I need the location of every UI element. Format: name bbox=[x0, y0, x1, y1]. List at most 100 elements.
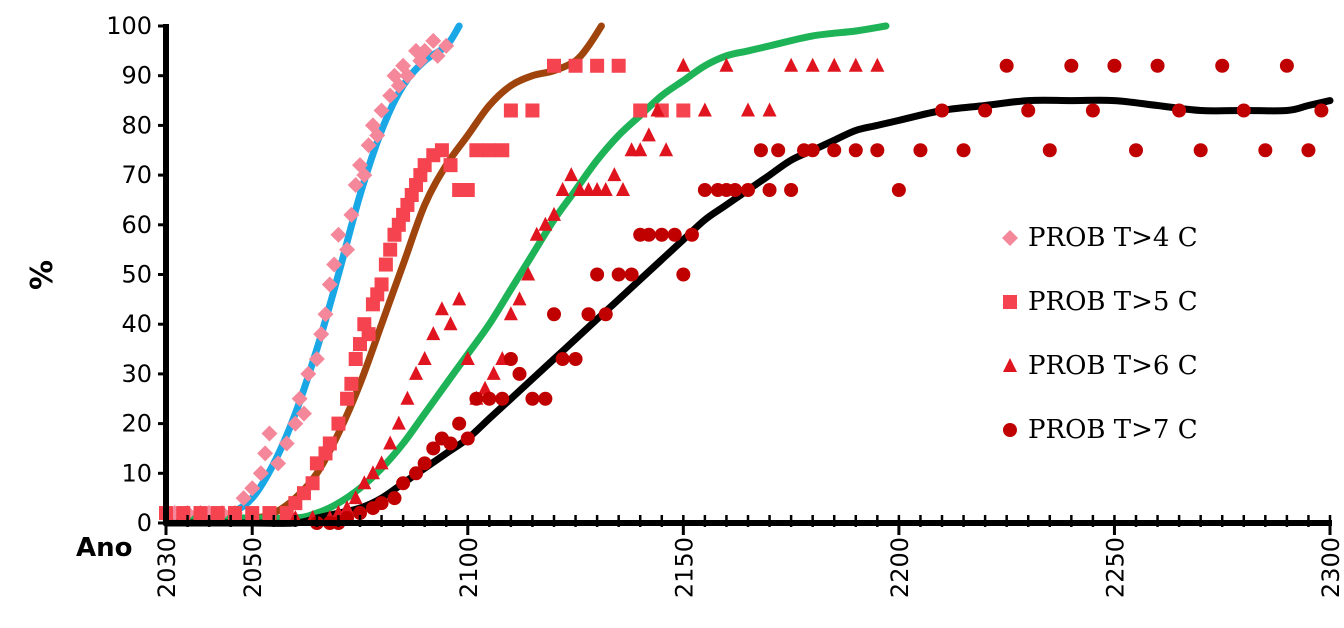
data-point bbox=[331, 416, 346, 431]
data-point bbox=[512, 291, 527, 306]
data-point bbox=[482, 143, 497, 158]
data-point bbox=[417, 350, 432, 365]
data-point bbox=[369, 127, 386, 144]
data-point bbox=[633, 142, 648, 157]
legend-label: PROB T>5 C bbox=[1028, 287, 1198, 317]
data-point bbox=[340, 391, 355, 406]
data-point bbox=[374, 496, 389, 511]
data-point bbox=[978, 103, 993, 118]
data-point bbox=[659, 142, 674, 157]
data-point bbox=[469, 391, 484, 406]
data-point bbox=[607, 167, 622, 182]
data-point bbox=[391, 415, 406, 430]
y-axis-label: % bbox=[25, 260, 60, 290]
data-point bbox=[650, 102, 665, 117]
data-point bbox=[581, 307, 596, 322]
data-point bbox=[956, 143, 971, 158]
data-point bbox=[1064, 58, 1079, 73]
y-tick-label: 50 bbox=[121, 261, 152, 289]
series-1 bbox=[166, 32, 455, 522]
data-point bbox=[1085, 103, 1100, 118]
data-point bbox=[348, 490, 363, 505]
data-point bbox=[495, 391, 510, 406]
data-point bbox=[383, 435, 398, 450]
legend-marker bbox=[1003, 358, 1017, 372]
y-tick-label: 0 bbox=[137, 509, 152, 537]
x-tick-label: 2200 bbox=[886, 537, 914, 598]
data-point bbox=[321, 276, 338, 293]
data-point bbox=[326, 256, 343, 273]
data-point bbox=[805, 57, 820, 72]
data-point bbox=[611, 267, 626, 282]
data-point bbox=[590, 267, 605, 282]
data-point bbox=[257, 445, 274, 462]
data-point bbox=[1236, 103, 1251, 118]
data-point bbox=[322, 436, 337, 451]
data-point bbox=[762, 102, 777, 117]
data-point bbox=[252, 465, 269, 482]
data-point bbox=[443, 316, 458, 331]
data-point bbox=[1150, 58, 1165, 73]
legend-label: PROB T>4 C bbox=[1028, 223, 1198, 253]
data-point bbox=[396, 476, 411, 491]
data-point bbox=[598, 307, 613, 322]
data-point bbox=[235, 490, 252, 507]
y-tick-label: 90 bbox=[121, 62, 152, 90]
data-point bbox=[784, 57, 799, 72]
data-point bbox=[762, 183, 777, 198]
data-point bbox=[295, 405, 312, 422]
data-point bbox=[426, 441, 441, 456]
x-tick-label: 2250 bbox=[1101, 537, 1129, 598]
data-point bbox=[348, 351, 363, 366]
data-point bbox=[521, 266, 536, 281]
data-point bbox=[244, 480, 261, 497]
data-point bbox=[399, 67, 416, 84]
legend: PROB T>4 C PROB T>5 C PROB T>6 C PROB T>7 C bbox=[1002, 223, 1198, 445]
data-point bbox=[340, 500, 355, 515]
data-point bbox=[667, 227, 682, 242]
data-point bbox=[547, 58, 561, 73]
data-point bbox=[365, 465, 380, 480]
y-tick-label: 70 bbox=[121, 161, 152, 189]
series-2 bbox=[159, 58, 691, 521]
data-point bbox=[999, 58, 1014, 73]
data-point bbox=[1129, 143, 1143, 158]
data-point bbox=[300, 365, 317, 382]
data-point bbox=[684, 227, 699, 242]
data-point bbox=[339, 241, 356, 258]
data-point bbox=[317, 306, 334, 323]
data-point bbox=[429, 47, 446, 64]
data-point bbox=[891, 183, 906, 198]
data-point bbox=[676, 57, 691, 72]
data-point bbox=[460, 431, 475, 446]
data-point bbox=[827, 143, 842, 158]
data-point bbox=[1279, 58, 1294, 73]
data-point bbox=[676, 267, 691, 282]
data-point bbox=[291, 390, 308, 407]
data-point bbox=[344, 376, 359, 391]
fitted-curve-1 bbox=[162, 22, 463, 522]
y-tick-label: 60 bbox=[121, 211, 152, 239]
data-point bbox=[870, 143, 885, 158]
data-point bbox=[555, 351, 570, 366]
data-point bbox=[805, 143, 820, 158]
data-point bbox=[383, 242, 398, 257]
data-point bbox=[697, 183, 712, 198]
data-point bbox=[443, 158, 458, 173]
data-point bbox=[382, 87, 399, 104]
data-point bbox=[210, 506, 225, 521]
fitted-curves bbox=[162, 22, 1334, 527]
data-point bbox=[784, 183, 799, 198]
data-point bbox=[1042, 143, 1057, 158]
data-point bbox=[848, 143, 863, 158]
data-point bbox=[261, 425, 278, 442]
x-tick-label: 2100 bbox=[455, 537, 483, 598]
data-point bbox=[495, 143, 510, 158]
data-point bbox=[525, 103, 540, 118]
data-point bbox=[525, 391, 540, 406]
data-points bbox=[159, 32, 1329, 530]
data-point bbox=[270, 455, 287, 472]
y-tick-label: 20 bbox=[121, 410, 152, 438]
x-tick-label: 2300 bbox=[1317, 537, 1344, 598]
